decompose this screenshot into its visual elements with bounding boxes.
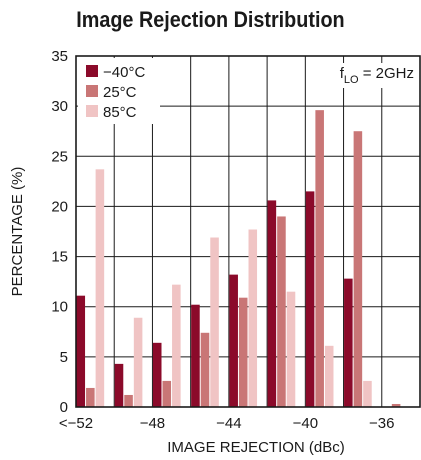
bar-2-8 [238, 297, 248, 407]
bar-3-1 [95, 169, 105, 407]
legend-swatch-2 [86, 85, 98, 97]
x-tick-label: −36 [369, 415, 394, 432]
y-tick-label: 0 [60, 399, 68, 416]
bar-2-16 [391, 403, 401, 407]
bar-1-8 [229, 274, 238, 407]
x-tick-label: −40 [293, 415, 318, 432]
bar-3-15 [363, 380, 372, 407]
bar-1-14 [344, 278, 353, 407]
y-axis-label: PERCENTAGE (%) [9, 167, 26, 297]
y-tick-label: 30 [51, 98, 68, 115]
bar-2-10 [277, 216, 286, 407]
y-tick-label: 10 [51, 299, 68, 316]
bar-3-13 [324, 345, 334, 407]
bar-3-5 [172, 284, 181, 407]
bars [76, 110, 401, 407]
y-tick-label: 25 [51, 148, 68, 165]
chart-title: Image Rejection Distribution [76, 7, 345, 32]
x-axis-label: IMAGE REJECTION (dBc) [167, 439, 345, 456]
bar-1-10 [267, 200, 277, 407]
bar-3-3 [133, 317, 143, 407]
annotation-rest: = 2GHz [359, 65, 414, 82]
y-tick-label: 35 [51, 48, 68, 65]
y-tick-labels: 0 5 10 15 20 25 30 35 [51, 48, 68, 416]
bar-3-9 [248, 229, 258, 407]
bar-1-12 [305, 191, 315, 407]
bar-1-2 [114, 363, 124, 407]
bar-2-12 [315, 110, 324, 407]
x-tick-label: −48 [140, 415, 165, 432]
bar-1-0 [76, 295, 86, 407]
legend-swatch-1 [86, 65, 98, 77]
bar-1-6 [191, 304, 200, 407]
bar-2-0 [86, 387, 95, 407]
y-tick-label: 20 [51, 198, 68, 215]
annotation-background [335, 63, 418, 88]
annotation-main: f [340, 65, 345, 82]
plot-frame [75, 55, 421, 408]
legend-label-2: 25°C [103, 84, 137, 101]
y-tick-label: 15 [51, 249, 68, 266]
legend-label-1: −40°C [103, 64, 145, 81]
legend: −40°C 25°C 85°C [78, 58, 160, 124]
lo-frequency-annotation: fLO = 2GHz [340, 65, 414, 86]
legend-swatch-3 [86, 105, 98, 117]
x-tick-labels: <−52 −48 −44 −40 −36 [59, 415, 395, 432]
bar-2-6 [200, 332, 210, 407]
x-tick-label: −44 [216, 415, 241, 432]
bar-2-2 [124, 394, 133, 407]
bar-2-4 [162, 380, 172, 407]
bar-1-4 [152, 342, 162, 407]
annotation-subscript: LO [344, 74, 359, 86]
legend-label-3: 85°C [103, 104, 137, 121]
bar-3-11 [286, 291, 296, 407]
bar-3-7 [210, 237, 219, 407]
y-tick-label: 5 [60, 349, 68, 366]
x-tick-label: <−52 [59, 415, 93, 432]
bar-2-14 [353, 131, 363, 407]
